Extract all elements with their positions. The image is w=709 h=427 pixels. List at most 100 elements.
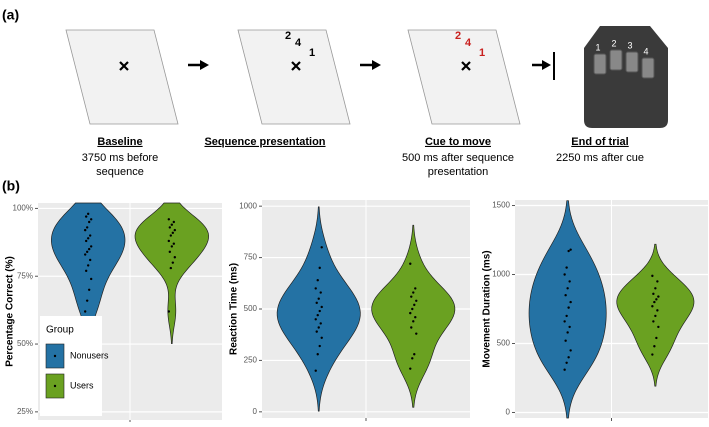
data-point [410,326,413,329]
data-point [656,280,659,283]
data-point [173,228,177,232]
data-point [563,368,566,371]
device-key-label: 2 [611,38,616,48]
digit: 1 [479,47,485,59]
data-point [567,249,570,253]
data-point [318,309,321,313]
device-key-label: 3 [627,40,632,50]
y-tick-label: 1000 [492,270,510,279]
fixation-cross [119,61,129,71]
data-point [411,357,414,360]
data-point [318,344,321,348]
data-point [409,367,412,370]
y-tick-label: 500 [497,339,511,348]
data-point [563,320,566,323]
data-point [316,279,319,282]
digit: 4 [465,37,472,49]
y-tick-label: 0 [253,407,258,416]
data-point [170,223,174,226]
data-point [564,339,567,342]
data-point [88,234,92,237]
y-tick-label: 0 [506,408,511,417]
digit: 4 [295,37,302,49]
data-point [167,239,171,243]
digit: 1 [309,47,315,59]
data-point [563,273,566,276]
step-title: End of trial [571,136,628,148]
data-point [320,246,323,249]
data-point [654,287,657,290]
step-caption: presentation [428,166,489,178]
y-tick-label: 1500 [492,201,510,210]
data-point [314,369,317,372]
device-key [609,49,623,71]
data-point [171,261,175,264]
data-point [87,288,91,291]
data-point [411,307,414,311]
data-point [167,218,171,221]
device-key [593,53,607,75]
step-caption: 3750 ms before [82,152,158,164]
data-point [86,237,90,240]
data-point [320,305,323,309]
data-point [317,297,320,300]
data-point [317,326,320,329]
data-point [316,313,319,317]
data-point [651,274,654,278]
legend-label: Nonusers [70,350,109,360]
y-tick-label: 1000 [239,201,257,210]
data-point [172,220,176,224]
y-tick-label: 25% [17,407,33,416]
data-point [173,256,177,259]
y-tick-label: 75% [17,271,33,280]
data-point [87,247,91,251]
data-point [567,306,570,309]
data-point [84,239,88,243]
data-point [567,356,570,359]
data-point [319,322,322,325]
data-point [655,298,658,301]
data-point [169,234,173,237]
data-point [412,320,415,323]
data-point [314,287,317,290]
y-tick-label: 750 [244,253,258,262]
legend-label: Users [70,380,94,390]
data-point [315,301,318,305]
data-point [172,242,176,245]
data-point [568,325,571,329]
data-point [413,303,416,307]
data-point [565,314,568,318]
data-point [413,353,416,356]
fixation-cross [461,61,471,71]
data-point [655,336,658,340]
data-point [569,349,572,352]
data-point [319,291,322,294]
y-axis-title: Percentage Correct (%) [5,256,16,367]
data-point [656,309,659,312]
data-point [318,266,321,270]
digit: 2 [455,30,461,42]
violin [276,206,361,412]
data-point [320,336,323,339]
data-point [652,320,655,323]
device-key-label: 4 [643,46,648,56]
data-point [654,314,657,318]
data-point [89,245,93,248]
data-point [651,353,654,356]
violin [51,202,126,348]
data-point [568,280,571,283]
data-point [566,331,569,334]
device-key-label: 1 [595,42,600,52]
data-point [170,245,174,248]
data-point [83,228,87,232]
step-caption: 500 ms after sequence [402,152,514,164]
data-point [89,277,93,281]
data-point [565,361,568,365]
step-title: Sequence presentation [204,136,325,148]
data-point [565,266,568,269]
data-point [653,345,656,348]
data-point [86,212,90,216]
data-point [84,269,88,273]
y-tick-label: 500 [244,304,258,313]
